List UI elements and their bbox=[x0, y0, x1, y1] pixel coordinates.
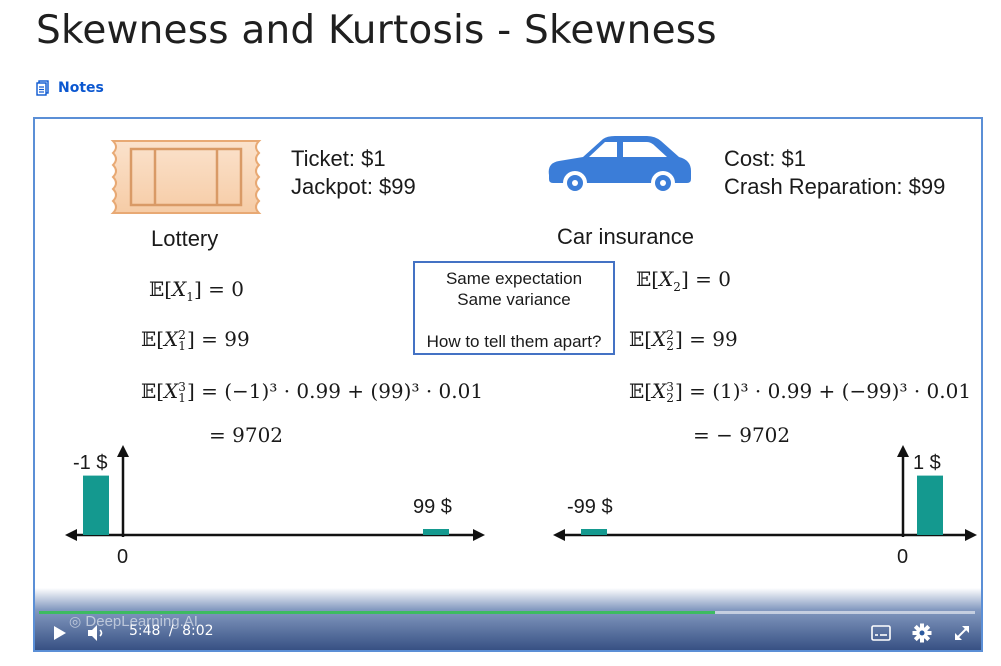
duration: 8:02 bbox=[182, 623, 214, 639]
lottery-label: Lottery bbox=[151, 226, 219, 251]
car-bar-1 bbox=[917, 475, 943, 535]
car-eq2: 𝔼[X2 2] = 99 bbox=[629, 327, 738, 353]
car-crash-text: Crash Reparation: $99 bbox=[724, 174, 946, 199]
notes-label: Notes bbox=[58, 80, 104, 96]
time-display: 5:48 / 8:02 bbox=[129, 623, 214, 639]
notes-icon bbox=[36, 80, 50, 96]
slide: Ticket: $1 Jackpot: $99 Lottery Cost: $1… bbox=[35, 119, 981, 650]
car-tick-1: 1 $ bbox=[913, 452, 941, 474]
lottery-eq3: 𝔼[X3 1] = (−1)³ · 0.99 + (99)³ · 0.01 bbox=[141, 379, 484, 405]
lottery-x-axis-arrow-left bbox=[65, 529, 77, 541]
watermark-text: DeepLearning.AI bbox=[85, 613, 198, 630]
player-controls: ◎ DeepLearning.AI 5:48 / 8:02 bbox=[35, 588, 981, 650]
car-zero-label: 0 bbox=[897, 546, 908, 568]
lottery-tick-neg1: -1 $ bbox=[73, 452, 107, 474]
lottery-bar-99 bbox=[423, 529, 449, 535]
lottery-y-axis-arrow bbox=[117, 445, 129, 457]
car-eq1: 𝔼[X2] = 0 bbox=[636, 267, 731, 294]
watermark: ◎ DeepLearning.AI bbox=[69, 613, 198, 630]
volume-icon[interactable] bbox=[87, 624, 107, 642]
callout-box: Same expectation Same variance How to te… bbox=[413, 261, 615, 355]
ticket-icon bbox=[110, 140, 262, 214]
page-title: Skewness and Kurtosis - Skewness bbox=[36, 8, 717, 53]
current-time: 5:48 bbox=[129, 623, 161, 639]
car-eq3: 𝔼[X3 2] = (1)³ · 0.99 + (−99)³ · 0.01 bbox=[629, 379, 972, 405]
car-y-axis-arrow bbox=[897, 445, 909, 457]
watermark-logo-icon: ◎ bbox=[69, 613, 82, 629]
car-x-axis-arrow-left bbox=[553, 529, 565, 541]
lottery-eq2: 𝔼[X2 1] = 99 bbox=[141, 327, 250, 353]
lottery-zero-label: 0 bbox=[117, 546, 128, 568]
progress-bar[interactable] bbox=[39, 611, 975, 614]
car-distribution-chart: -99 $ 1 $ 0 bbox=[553, 445, 977, 568]
video-player[interactable]: Ticket: $1 Jackpot: $99 Lottery Cost: $1… bbox=[33, 117, 983, 652]
lottery-x-axis-arrow-right bbox=[473, 529, 485, 541]
car-tick-neg99: -99 $ bbox=[567, 496, 613, 518]
notes-link[interactable]: Notes bbox=[36, 80, 104, 96]
lottery-eq3-result: = 9702 bbox=[209, 423, 284, 447]
progress-fill bbox=[39, 611, 715, 614]
lottery-eq1: 𝔼[X1] = 0 bbox=[149, 277, 244, 304]
callout-line2: Same variance bbox=[457, 290, 571, 309]
lottery-tick-99: 99 $ bbox=[413, 496, 452, 518]
lottery-bar-neg1 bbox=[83, 475, 109, 535]
car-cost-text: Cost: $1 bbox=[724, 146, 806, 171]
lottery-jackpot-text: Jackpot: $99 bbox=[291, 174, 416, 199]
lottery-ticket-text: Ticket: $1 bbox=[291, 146, 386, 171]
car-icon bbox=[548, 136, 691, 195]
callout-line3: How to tell them apart? bbox=[426, 332, 602, 351]
car-label: Car insurance bbox=[557, 224, 694, 249]
car-x-axis-arrow-right bbox=[965, 529, 977, 541]
callout-line1: Same expectation bbox=[445, 269, 583, 288]
play-icon[interactable] bbox=[53, 625, 67, 641]
fullscreen-icon[interactable] bbox=[952, 623, 972, 643]
car-eq3-result: = − 9702 bbox=[693, 423, 791, 447]
time-separator: / bbox=[168, 623, 174, 639]
lottery-distribution-chart: -1 $ 99 $ 0 bbox=[65, 445, 485, 568]
settings-icon[interactable] bbox=[912, 623, 932, 643]
subtitles-icon[interactable] bbox=[871, 625, 891, 641]
car-bar-neg99 bbox=[581, 529, 607, 535]
